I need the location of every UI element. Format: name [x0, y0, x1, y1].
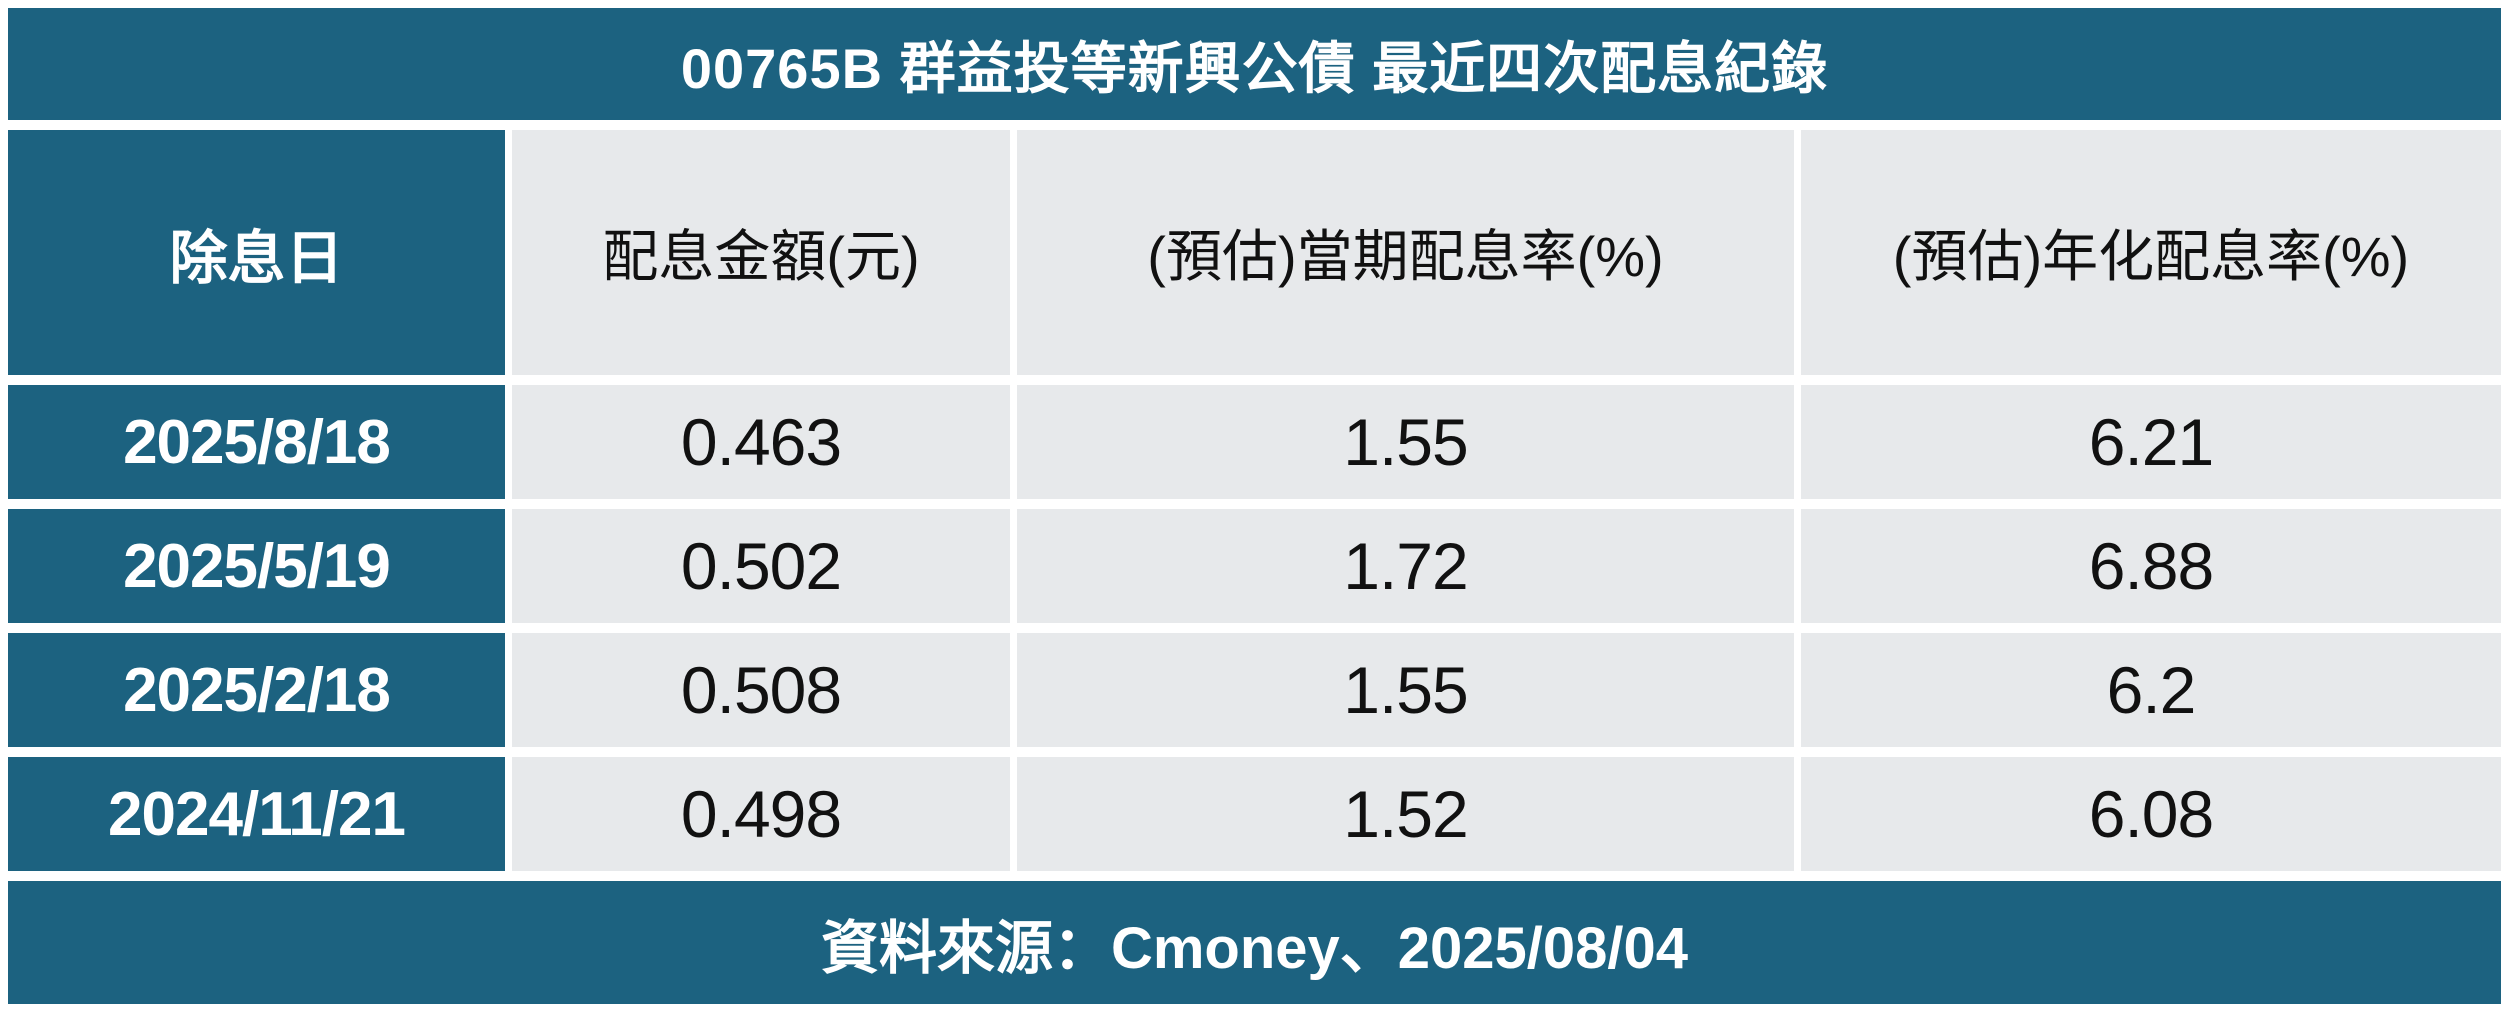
row1-dividend-amount: 0.463: [512, 385, 1010, 499]
page-title: 00765B 群益投等新興公債 最近四次配息紀錄: [680, 36, 1829, 100]
dividend-table: 除息日 配息金額(元) (預估)當期配息率(%) (預估)年化配息率(%) 20…: [8, 130, 2501, 871]
header-cell-ex-dividend-date: 除息日: [8, 130, 505, 375]
row3-dividend-amount: 0.508: [512, 633, 1010, 747]
row3-annualized-yield: 6.2: [1801, 633, 2501, 747]
row3-ex-dividend-date: 2025/2/18: [8, 633, 505, 747]
header-cell-annualized-yield: (預估)年化配息率(%): [1801, 130, 2501, 375]
row4-annualized-yield: 6.08: [1801, 757, 2501, 871]
row4-period-yield: 1.52: [1017, 757, 1794, 871]
row1-ex-dividend-date: 2025/8/18: [8, 385, 505, 499]
row3-period-yield: 1.55: [1017, 633, 1794, 747]
row2-ex-dividend-date: 2025/5/19: [8, 509, 505, 623]
row2-annualized-yield: 6.88: [1801, 509, 2501, 623]
data-source-note: 資料來源：Cmoney、2025/08/04: [820, 915, 1689, 981]
row2-dividend-amount: 0.502: [512, 509, 1010, 623]
source-footer-bar: 資料來源：Cmoney、2025/08/04: [8, 881, 2501, 1004]
row1-annualized-yield: 6.21: [1801, 385, 2501, 499]
row1-period-yield: 1.55: [1017, 385, 1794, 499]
row2-period-yield: 1.72: [1017, 509, 1794, 623]
table-title-bar: 00765B 群益投等新興公債 最近四次配息紀錄: [8, 8, 2501, 120]
row4-ex-dividend-date: 2024/11/21: [8, 757, 505, 871]
header-cell-period-yield: (預估)當期配息率(%): [1017, 130, 1794, 375]
row4-dividend-amount: 0.498: [512, 757, 1010, 871]
header-cell-dividend-amount: 配息金額(元): [512, 130, 1010, 375]
